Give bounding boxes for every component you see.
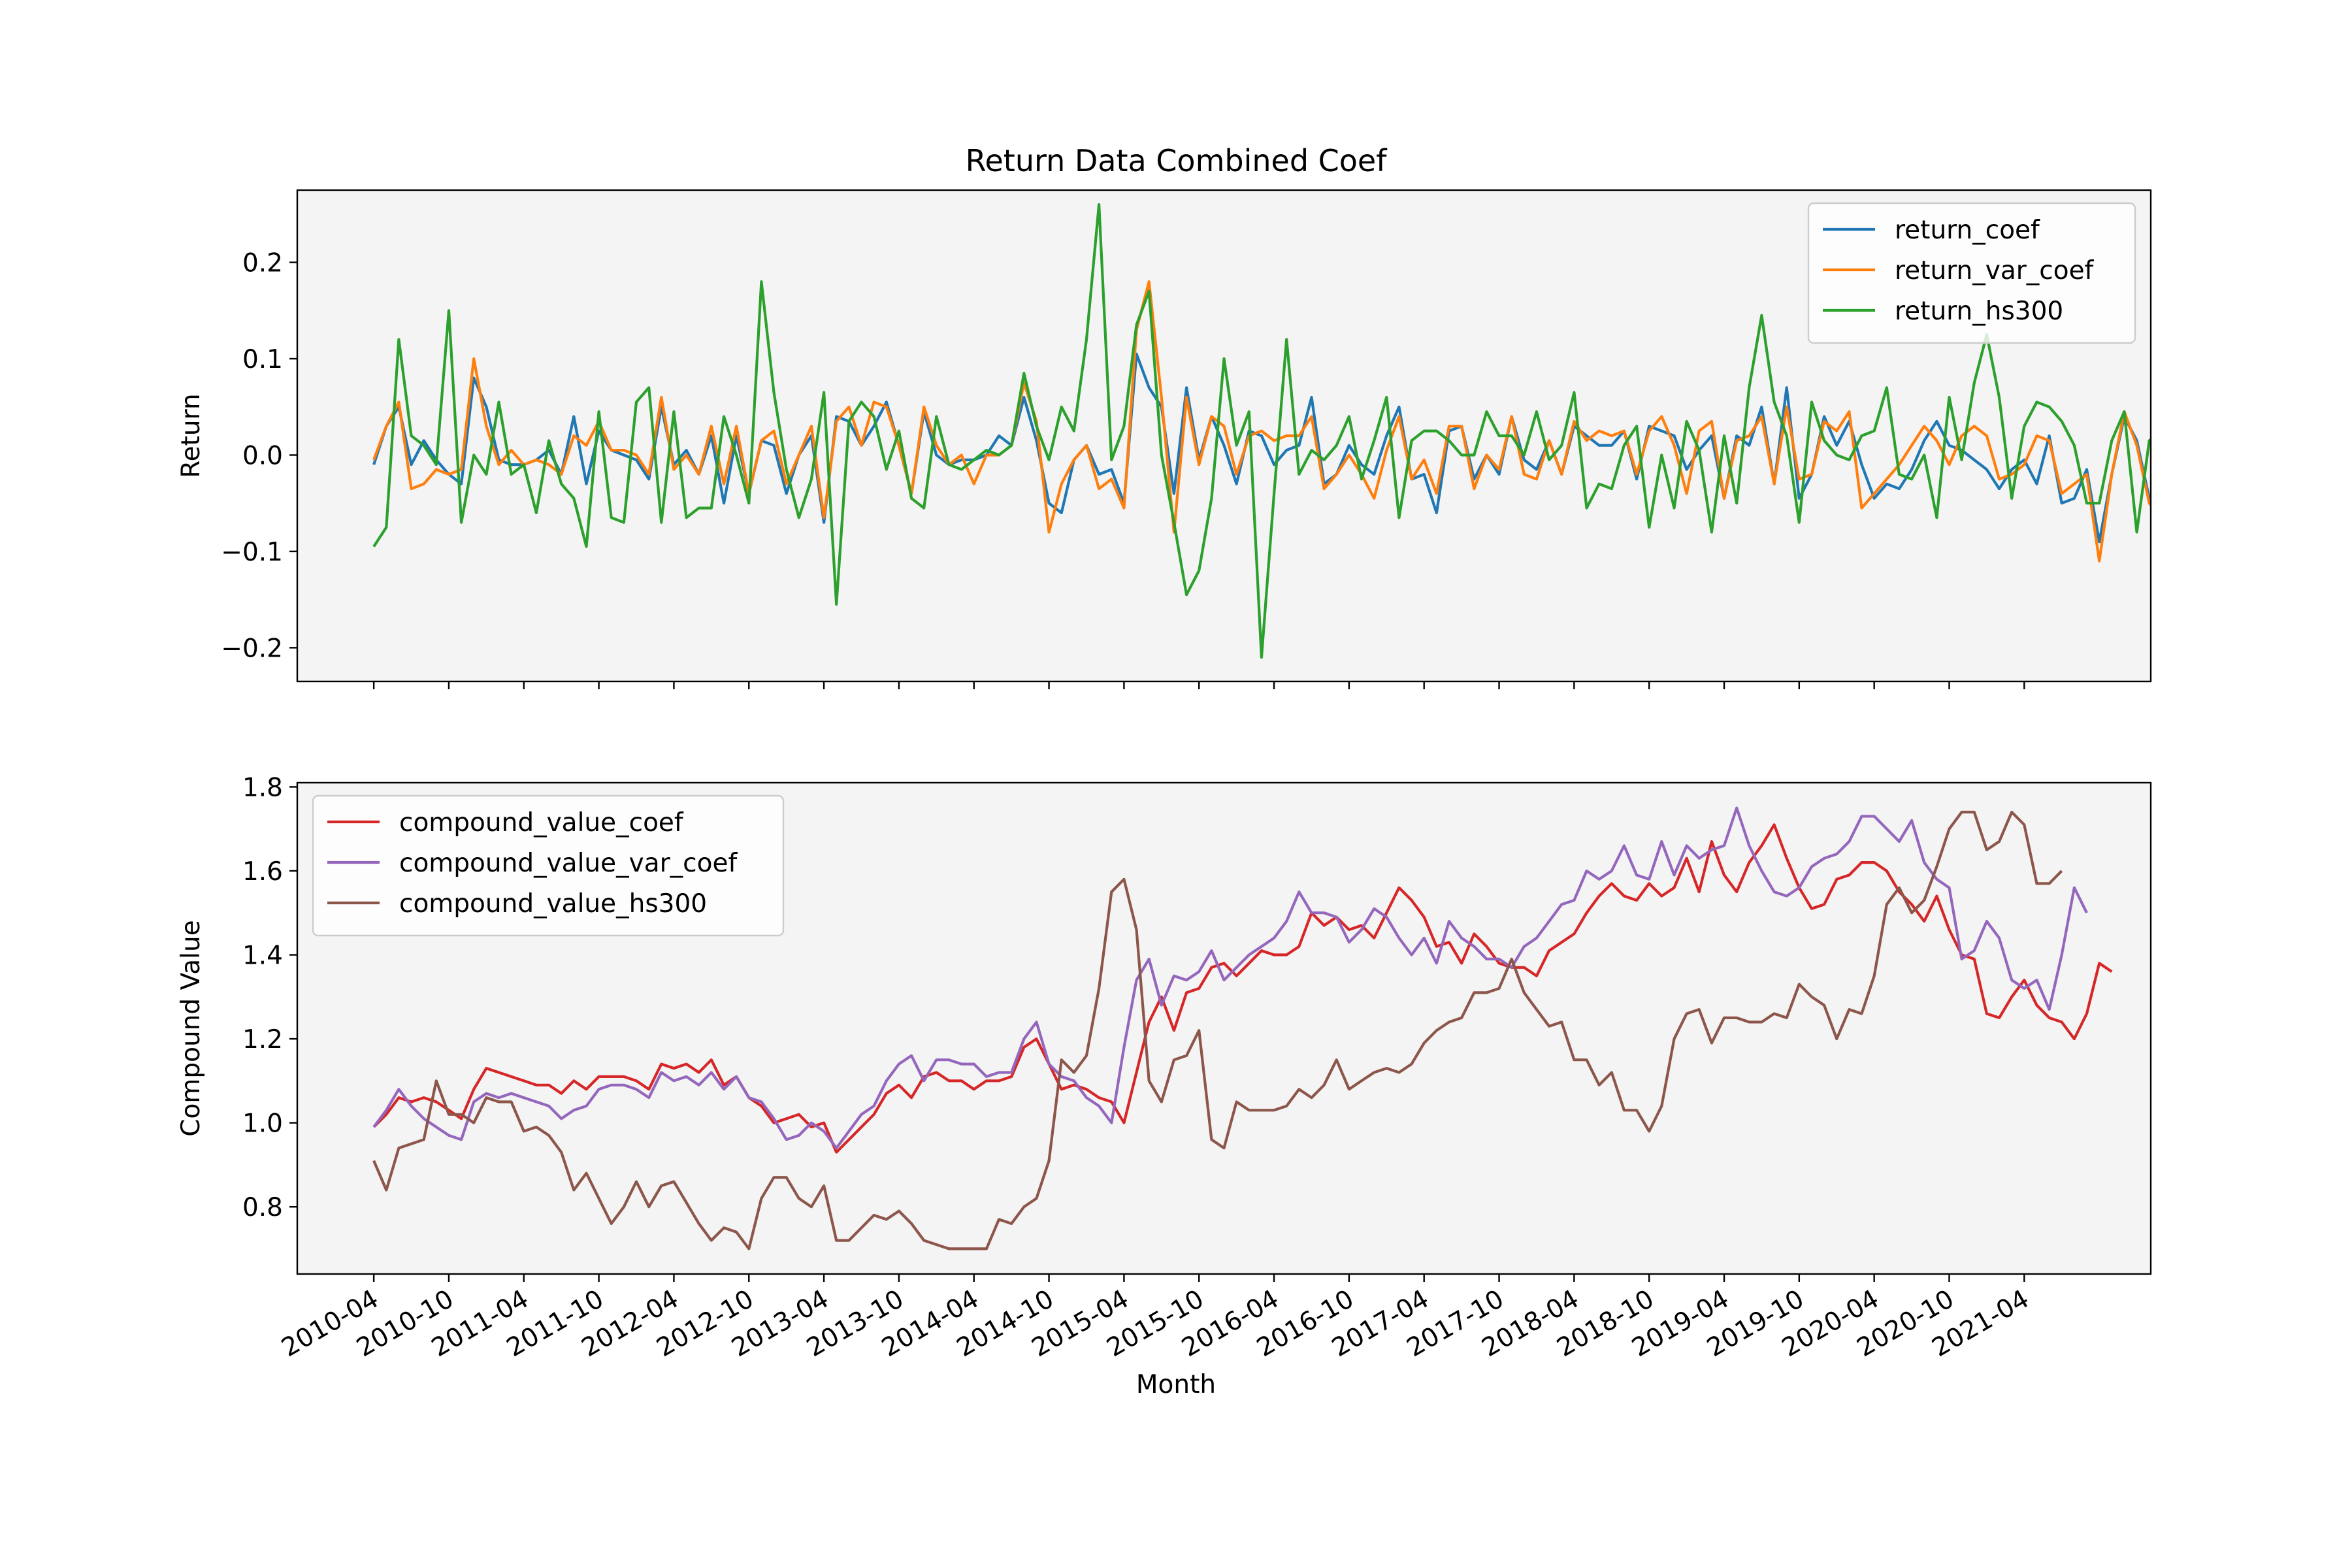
legend-label: compound_value_coef (399, 808, 684, 838)
legend-label: compound_value_hs300 (399, 889, 707, 919)
y-axis-label: Compound Value (176, 920, 206, 1136)
x-axis-label: Month (1136, 1370, 1216, 1399)
y-tick-label: 1.2 (242, 1025, 283, 1054)
y-tick-label: 0.1 (242, 345, 283, 374)
legend: return_coef return_var_coef return_hs300 (1808, 203, 2135, 343)
y-tick-label: −0.1 (221, 538, 283, 567)
y-tick-label: 1.4 (242, 941, 283, 971)
legend-label: return_coef (1895, 216, 2040, 245)
y-tick-label: 0.2 (242, 249, 283, 278)
y-tick-label: 1.0 (242, 1109, 283, 1139)
y-tick-label: 1.8 (242, 773, 283, 802)
y-tick-label: 0.8 (242, 1193, 283, 1222)
y-axis-label: Return (176, 393, 206, 478)
y-tick-label: 1.6 (242, 857, 283, 887)
figure-title: Return Data Combined Coef (966, 143, 1388, 178)
y-tick-label: −0.2 (221, 634, 283, 663)
y-tick-label: 0.0 (242, 441, 283, 470)
legend-label: return_var_coef (1895, 256, 2095, 286)
legend-label: return_hs300 (1895, 297, 2063, 326)
legend-label: compound_value_var_coef (399, 849, 738, 878)
legend: compound_value_coef compound_value_var_co… (313, 796, 783, 936)
return-panel: −0.2−0.10.00.10.2Returnreturn_coefreturn… (176, 190, 2237, 689)
